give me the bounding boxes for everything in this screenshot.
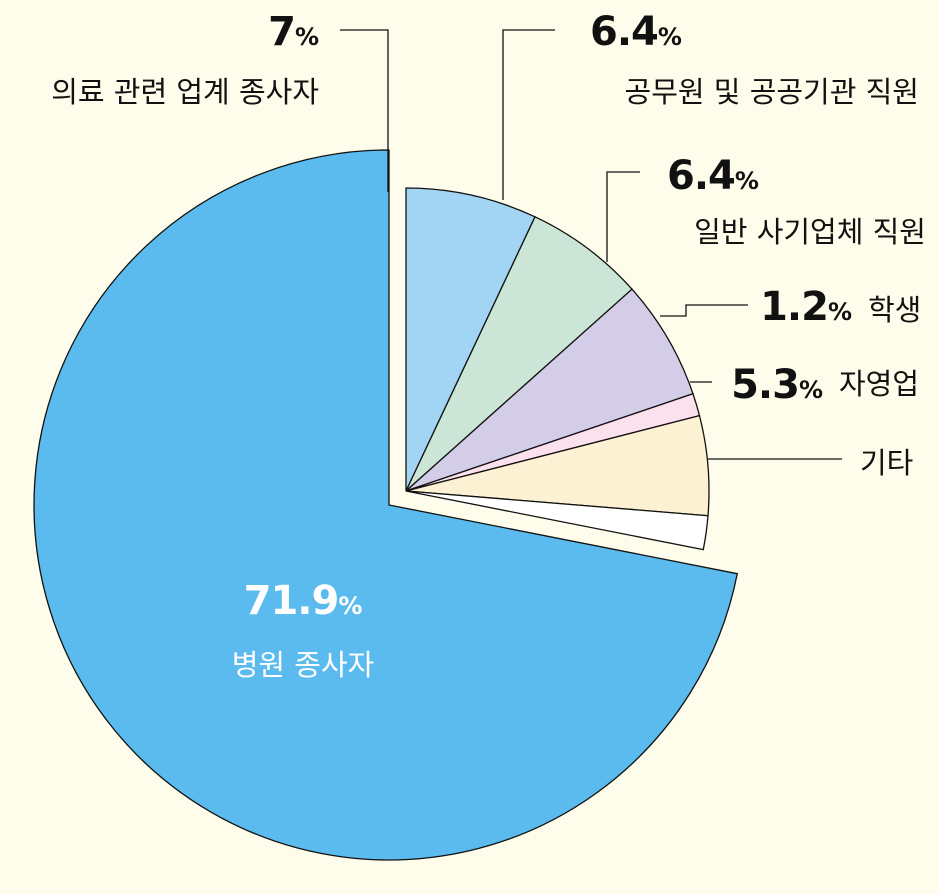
slice-hospital [33,149,739,861]
slice-other [405,490,709,551]
value-unit: % [735,167,759,195]
slice-private [405,288,694,492]
label-private-name: 일반 사기업체 직원 [694,215,926,249]
value-unit: % [828,298,852,326]
leader-student [660,304,748,317]
leader-public [502,29,555,200]
label-medical-value: 7% [268,9,319,55]
value-number: 6.4 [667,153,735,199]
leader-lines [340,29,842,460]
label-hospital-name: 병원 종사자 [232,648,375,682]
label-student-name: 학생 [868,293,921,327]
label-public-name: 공무원 및 공공기관 직원 [625,75,919,109]
value-unit: % [338,592,362,620]
value-unit: % [799,376,823,404]
slice-medical [405,187,536,492]
label-private-value: 6.4% [667,153,759,199]
label-self-name: 자영업 [839,367,919,401]
value-number: 5.3 [731,362,799,408]
value-unit: % [658,23,682,51]
value-number: 7 [268,9,295,55]
value-number: 71.9 [244,578,339,624]
value-number: 1.2 [760,284,828,330]
value-number: 6.4 [590,9,658,55]
label-self-value: 5.3% [731,362,823,408]
label-hospital-value: 71.9% [244,578,363,624]
label-public-value: 6.4% [590,9,682,55]
pie-slices [33,149,739,861]
label-other-name: 기타 [860,446,913,480]
value-unit: % [295,23,319,51]
slice-public [405,215,633,492]
label-medical-name: 의료 관련 업계 종사자 [51,75,319,109]
label-student-value: 1.2% [760,284,852,330]
leader-medical [340,29,389,192]
leader-private [606,171,640,262]
